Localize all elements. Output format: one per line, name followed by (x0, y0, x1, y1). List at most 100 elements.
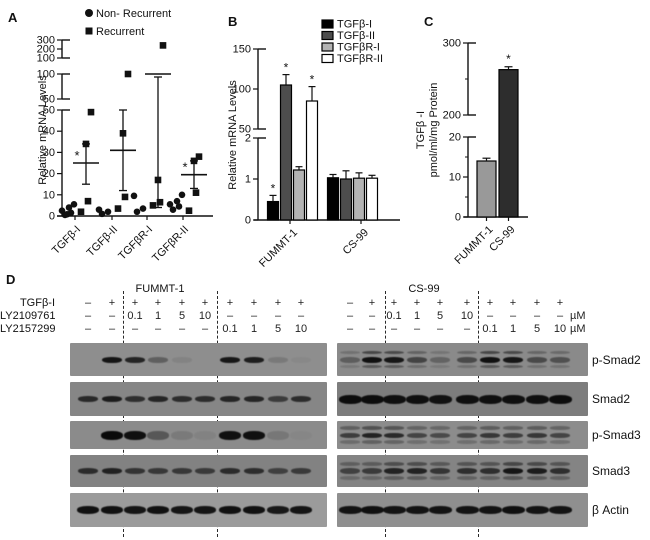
blot-band (101, 430, 123, 440)
scatter-point-square (124, 70, 132, 78)
legend-circle-marker (85, 9, 93, 17)
blot-band (457, 432, 477, 438)
scatter-point-square (121, 193, 129, 201)
lane-value: – (201, 323, 209, 335)
scatter-point-circle (173, 197, 181, 205)
blot-band (268, 468, 288, 474)
y-tick-label: 2 (245, 133, 251, 145)
lane-value: – (463, 323, 471, 335)
sig-asterisk: * (506, 52, 511, 66)
blot-band (527, 356, 547, 363)
lane-value: – (556, 310, 564, 322)
blot-band (194, 506, 216, 514)
blot-band (340, 432, 360, 438)
lane-value: 0.1 (386, 310, 402, 322)
scatter-point-circle (178, 191, 186, 199)
blot-band (291, 468, 311, 474)
blot-band (478, 394, 502, 404)
scatter-point-square (149, 202, 157, 209)
blot-band (503, 462, 523, 466)
blot-band (527, 426, 547, 430)
blot-band (457, 356, 477, 363)
blot-band (525, 506, 549, 514)
lane-value: 1 (509, 323, 517, 335)
blot-label: p-Smad3 (592, 428, 641, 442)
treatment-row-label: LY2157299 (0, 323, 56, 335)
blot-band (290, 431, 312, 440)
lane-value: – (368, 323, 376, 335)
blot-band (455, 506, 479, 514)
sig-asterisk: * (74, 148, 79, 163)
blot-band (407, 462, 427, 466)
blot-band (430, 356, 450, 363)
blot-band (77, 506, 99, 514)
scatter-point-square (119, 130, 127, 137)
lane-value: + (297, 297, 305, 309)
blot-band (291, 396, 311, 402)
blot-band (172, 356, 192, 363)
panel-d-label: D (6, 272, 16, 287)
blot-band (362, 462, 382, 466)
blot-band (384, 356, 404, 363)
blot-band (527, 468, 547, 474)
blot-band (101, 506, 123, 514)
y-axis-title: TGFβ -I (415, 111, 427, 149)
lane-value: + (201, 297, 209, 309)
blot-band (384, 426, 404, 430)
y-tick-label: 1 (245, 174, 251, 186)
lane-value: – (108, 310, 116, 322)
blot-band (124, 506, 146, 514)
blot-band (244, 356, 264, 363)
blot-band (268, 396, 288, 402)
blot-band (148, 396, 168, 402)
y-tick-label: 10 (449, 172, 461, 184)
blot-band (384, 462, 404, 466)
lane-value: – (346, 323, 354, 335)
blot-band (430, 350, 450, 355)
blot-band (428, 506, 452, 514)
lane-value: – (413, 323, 421, 335)
blot-strip (337, 343, 588, 376)
blot-band (527, 350, 547, 355)
blot-band (78, 396, 98, 402)
blot-band (362, 350, 382, 355)
blot-band (362, 356, 382, 363)
blot-band (384, 440, 404, 444)
lane-value: 0.1 (222, 323, 238, 335)
y-tick-label: 100 (37, 69, 55, 81)
blot-band (125, 396, 145, 402)
scatter-point-circle (65, 204, 73, 211)
legend-label: Recurrent (96, 26, 144, 38)
scatter-point-square (156, 198, 164, 206)
blot-band (457, 426, 477, 430)
blot-label: Smad2 (592, 392, 631, 406)
blot-band (503, 432, 523, 438)
lane-value: + (533, 297, 541, 309)
blot-band (362, 468, 382, 474)
blot-band (171, 506, 193, 514)
scatter-point-square (84, 197, 92, 205)
blot-band (527, 364, 547, 369)
sig-asterisk: * (271, 181, 276, 195)
lane-value: + (463, 297, 471, 309)
scatter-point-circle (166, 201, 174, 208)
panel-a-label: A (8, 10, 18, 25)
y-tick-label: 50 (239, 124, 251, 136)
blot-band (550, 350, 570, 355)
blot-band (172, 396, 192, 402)
blot-band (244, 396, 264, 402)
blot-strip (70, 343, 327, 376)
scatter-point-square (114, 205, 122, 212)
blot-band (503, 426, 523, 430)
blot-band (125, 356, 145, 363)
blot-band (548, 506, 572, 514)
y-tick-label: 300 (443, 38, 461, 50)
blot-band (360, 506, 384, 514)
blot-band (102, 396, 122, 402)
blot-strip (70, 421, 327, 449)
blot-band (428, 394, 452, 404)
lane-value: – (436, 323, 444, 335)
y-axis-title: Relative mRNA Levels (37, 75, 49, 185)
y-tick-label: 150 (233, 44, 251, 56)
